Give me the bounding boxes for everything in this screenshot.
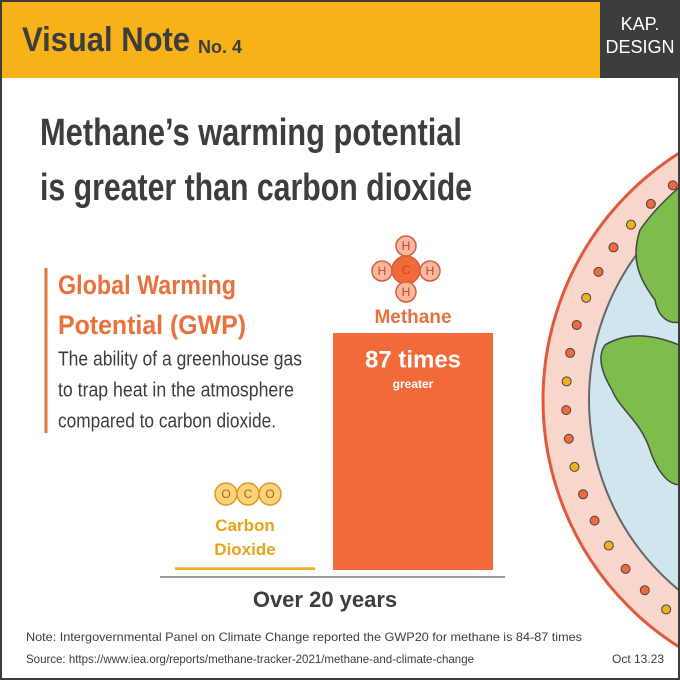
gas-dot bbox=[561, 376, 572, 387]
category-label: Carbon Dioxide bbox=[214, 516, 276, 559]
atom-label: H bbox=[402, 285, 411, 299]
definition-heading: Global Warming bbox=[58, 270, 236, 300]
category-label-box: Carbon Dioxide bbox=[214, 516, 276, 559]
atom bbox=[419, 260, 441, 282]
definition-body: to trap heat in the atmosphere bbox=[58, 379, 294, 401]
gas-dot bbox=[620, 563, 631, 574]
header-title: Visual Note bbox=[22, 21, 190, 59]
gas-dot bbox=[569, 461, 580, 472]
gas-dot bbox=[589, 515, 600, 526]
gas-dot bbox=[565, 347, 576, 358]
brand-box bbox=[600, 0, 680, 78]
gas-dot bbox=[626, 219, 637, 230]
gas-dot bbox=[581, 292, 592, 303]
category-label: Methane bbox=[374, 307, 451, 328]
value-label: 87 times bbox=[365, 346, 461, 373]
gas-dot bbox=[645, 198, 656, 209]
footer-source: Source: https://www.iea.org/reports/meth… bbox=[26, 652, 474, 666]
footer-note: Note: Intergovernmental Panel on Climate… bbox=[26, 630, 582, 644]
atom bbox=[258, 482, 282, 506]
gas-dot bbox=[639, 585, 650, 596]
header-band bbox=[0, 0, 600, 78]
definition-body: compared to carbon dioxide. bbox=[58, 410, 276, 432]
brand: DESIGN bbox=[605, 37, 674, 57]
atom-label: C bbox=[244, 487, 253, 501]
atom-label: H bbox=[378, 264, 387, 278]
header-number: No. 4 bbox=[198, 37, 242, 57]
gas-dot bbox=[563, 433, 574, 444]
atom-label: O bbox=[265, 487, 274, 501]
gas-dot bbox=[667, 180, 678, 191]
atom-label: C bbox=[402, 263, 411, 277]
gas-dot bbox=[561, 405, 572, 416]
atom-label: H bbox=[426, 264, 435, 278]
chart-title: is greater than carbon dioxide bbox=[40, 167, 472, 209]
gas-dot bbox=[578, 489, 589, 500]
definition-heading: Potential (GWP) bbox=[58, 310, 246, 340]
atom-label: O bbox=[221, 487, 230, 501]
gas-dot bbox=[571, 319, 582, 330]
footer-date: Oct 13.23 bbox=[612, 652, 664, 666]
definition-body: The ability of a greenhouse gas bbox=[58, 348, 302, 370]
gas-dot bbox=[608, 242, 619, 253]
gas-dot bbox=[661, 604, 672, 615]
value-annotation: greater bbox=[393, 377, 434, 391]
atom bbox=[395, 281, 417, 303]
bar bbox=[333, 333, 493, 570]
gas-dot bbox=[593, 266, 604, 277]
brand: KAP. bbox=[621, 14, 660, 34]
gas-dot bbox=[603, 540, 614, 551]
bar bbox=[175, 567, 315, 570]
atom-label: H bbox=[402, 239, 411, 253]
chart-title: Methane’s warming potential bbox=[40, 112, 462, 154]
x-axis-label: Over 20 years bbox=[253, 587, 397, 612]
earth-illustration bbox=[541, 150, 680, 650]
